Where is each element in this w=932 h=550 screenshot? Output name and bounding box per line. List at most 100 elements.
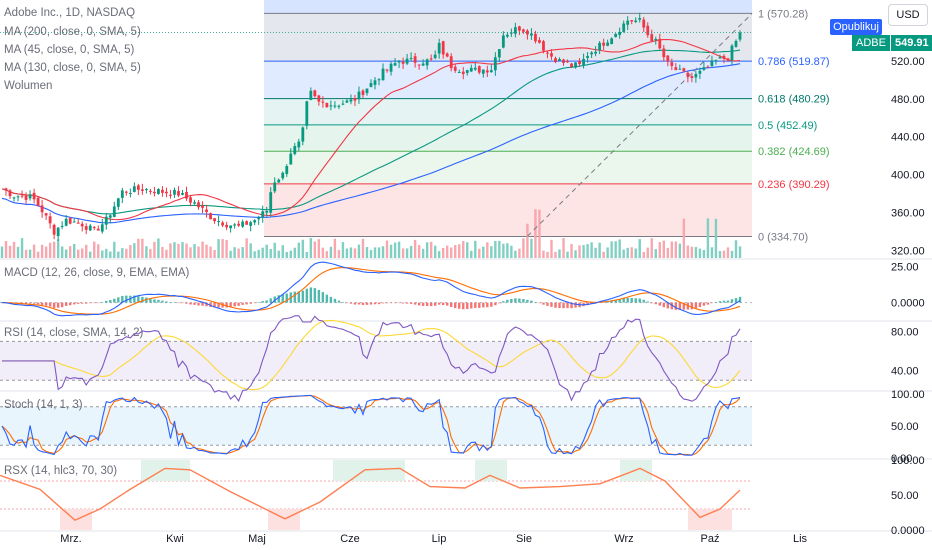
- macd-histogram-bar: [658, 302, 661, 306]
- macd-histogram-bar: [502, 301, 505, 303]
- macd-histogram-bar: [125, 295, 128, 303]
- macd-histogram-bar: [245, 302, 248, 305]
- candle-body: [88, 225, 92, 231]
- volume-bar: [185, 243, 188, 258]
- macd-histogram-bar: [514, 298, 517, 303]
- volume-bar: [281, 245, 284, 258]
- date-tick-label: Wrz: [614, 533, 633, 545]
- macd-histogram-bar: [337, 300, 341, 303]
- last-price-value: 549.91: [889, 35, 932, 51]
- candle-body: [714, 59, 718, 62]
- macd-histogram-bar: [558, 302, 561, 308]
- macd-histogram-bar: [313, 288, 317, 303]
- candle-body: [20, 195, 24, 197]
- volume-bar: [734, 240, 738, 258]
- candle-body: [570, 63, 573, 67]
- candle-body: [702, 67, 706, 70]
- candle-body: [140, 189, 144, 191]
- candle-body: [385, 69, 389, 71]
- candle-body: [562, 59, 565, 63]
- candle-body: [60, 225, 64, 227]
- volume-bar: [93, 241, 96, 258]
- macd-histogram-bar: [546, 302, 549, 306]
- candle-body: [92, 227, 96, 229]
- candle-body: [96, 228, 100, 231]
- candle-body: [405, 58, 409, 64]
- macd-histogram-bar: [197, 302, 200, 306]
- candle-body: [501, 35, 505, 48]
- volume-bar: [389, 244, 393, 258]
- macd-histogram-bar: [538, 302, 541, 304]
- macd-histogram-bar: [109, 300, 112, 303]
- candle-body: [554, 58, 557, 63]
- volume-bar: [566, 251, 569, 258]
- candle-body: [710, 60, 714, 67]
- candle-body: [734, 40, 738, 47]
- volume-bar: [377, 247, 381, 258]
- candle-body: [128, 193, 132, 195]
- candle-body: [189, 197, 192, 203]
- volume-bar: [686, 245, 690, 258]
- macd-histogram-bar: [169, 302, 172, 303]
- volume-bar: [598, 242, 601, 258]
- macd-histogram-bar: [277, 295, 280, 303]
- price-tick-label: 520.00: [891, 56, 925, 68]
- macd-histogram-bar: [566, 302, 569, 309]
- macd-histogram-bar: [249, 302, 252, 304]
- candle-body: [209, 213, 212, 220]
- candle-body: [64, 218, 68, 226]
- fib-zone: [264, 61, 752, 99]
- candle-body: [309, 90, 313, 101]
- price-tick-label: 360.00: [891, 208, 925, 220]
- ma45-line: [1, 38, 741, 221]
- candle-body: [425, 59, 429, 66]
- rsi-line: [2, 315, 741, 403]
- candle-body: [281, 172, 285, 179]
- candle-body: [245, 221, 249, 225]
- candle-body: [421, 63, 425, 66]
- volume-bar: [52, 241, 56, 258]
- currency-selector[interactable]: USD: [888, 4, 928, 26]
- volume-bar: [710, 247, 714, 258]
- indicator-tick-label: 25.00: [891, 261, 919, 273]
- macd-histogram-bar: [702, 302, 706, 306]
- volume-bar: [0, 246, 4, 258]
- publish-button[interactable]: Opublikuj: [830, 19, 882, 35]
- volume-bar: [594, 247, 597, 258]
- candle-body: [337, 105, 341, 107]
- price-tick-label: 480.00: [891, 94, 925, 106]
- volume-bar: [313, 241, 317, 258]
- macd-histogram-bar: [301, 290, 305, 303]
- candle-body: [473, 67, 477, 70]
- volume-bar: [626, 247, 629, 258]
- macd-histogram-bar: [329, 296, 333, 303]
- candle-body: [638, 18, 642, 20]
- volume-bar: [101, 250, 104, 258]
- macd-histogram-bar: [297, 291, 301, 303]
- macd-histogram-bar: [157, 299, 160, 303]
- candle-body: [165, 191, 168, 194]
- candle-body: [357, 91, 361, 100]
- macd-histogram-bar: [281, 294, 284, 303]
- macd-histogram-bar: [646, 301, 649, 303]
- macd-histogram-bar: [522, 299, 525, 303]
- macd-histogram-bar: [361, 302, 365, 305]
- candle-body: [120, 190, 124, 198]
- macd-histogram-bar: [450, 302, 453, 307]
- volume-bar: [89, 251, 92, 258]
- macd-histogram-bar: [734, 298, 738, 303]
- volume-bar: [470, 250, 473, 258]
- candle-body: [594, 51, 598, 54]
- volume-bar: [550, 239, 553, 258]
- fib-zone: [264, 98, 752, 125]
- volume-bar: [650, 238, 653, 258]
- macd-histogram-bar: [722, 300, 726, 303]
- candle-body: [449, 56, 453, 69]
- candle-body: [582, 58, 585, 66]
- candle-body: [124, 191, 128, 193]
- volume-bar: [530, 238, 533, 258]
- macd-histogram-bar: [285, 293, 288, 303]
- macd-histogram-bar: [161, 300, 164, 303]
- macd-histogram-bar: [105, 300, 108, 303]
